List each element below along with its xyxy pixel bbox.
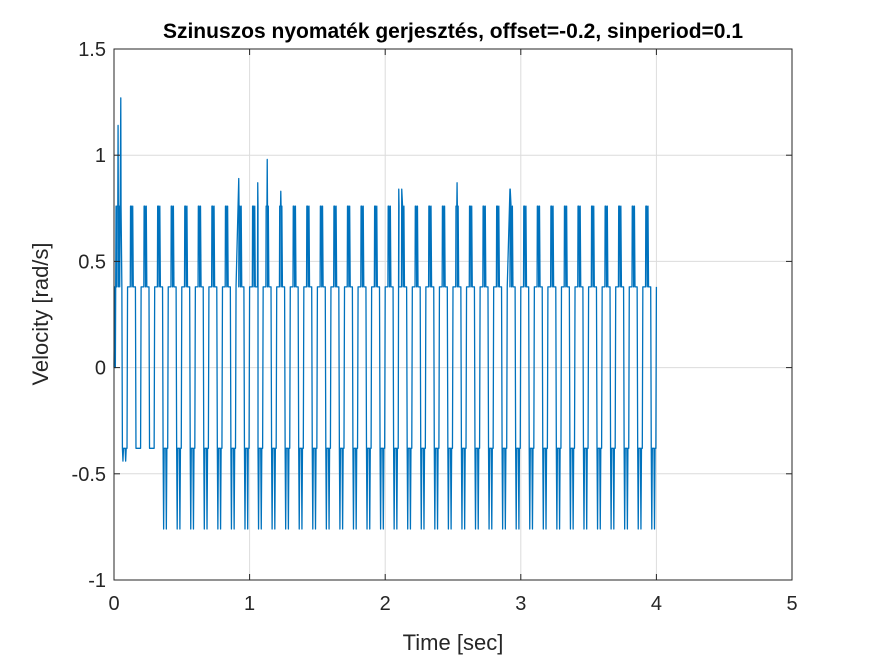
y-tick-label-4: 1 (95, 145, 106, 167)
chart-title: Szinuszos nyomaték gerjesztés, offset=-0… (163, 20, 743, 43)
x-tick-label-1: 1 (244, 593, 255, 615)
x-axis-label: Time [sec] (403, 630, 504, 655)
y-axis-ticks: -1 -0.5 0 0.5 1 1.5 (72, 39, 792, 592)
y-tick-label-5: 1.5 (78, 39, 106, 61)
y-tick-label-3: 0.5 (78, 251, 106, 273)
y-tick-label-2: 0 (95, 358, 106, 380)
x-tick-label-2: 2 (380, 593, 391, 615)
velocity-line (113, 97, 658, 530)
x-tick-label-3: 3 (515, 593, 526, 615)
series-velocity (113, 97, 658, 530)
x-tick-label-5: 5 (786, 593, 797, 615)
x-axis-ticks: 0 1 2 3 4 5 (108, 49, 798, 615)
x-tick-label-4: 4 (651, 593, 662, 615)
y-tick-label-1: -0.5 (72, 464, 106, 486)
y-tick-label-0: -1 (88, 570, 106, 592)
y-axis-label: Velocity [rad/s] (28, 242, 53, 385)
x-tick-label-0: 0 (108, 593, 119, 615)
plot-frame (113, 48, 793, 581)
